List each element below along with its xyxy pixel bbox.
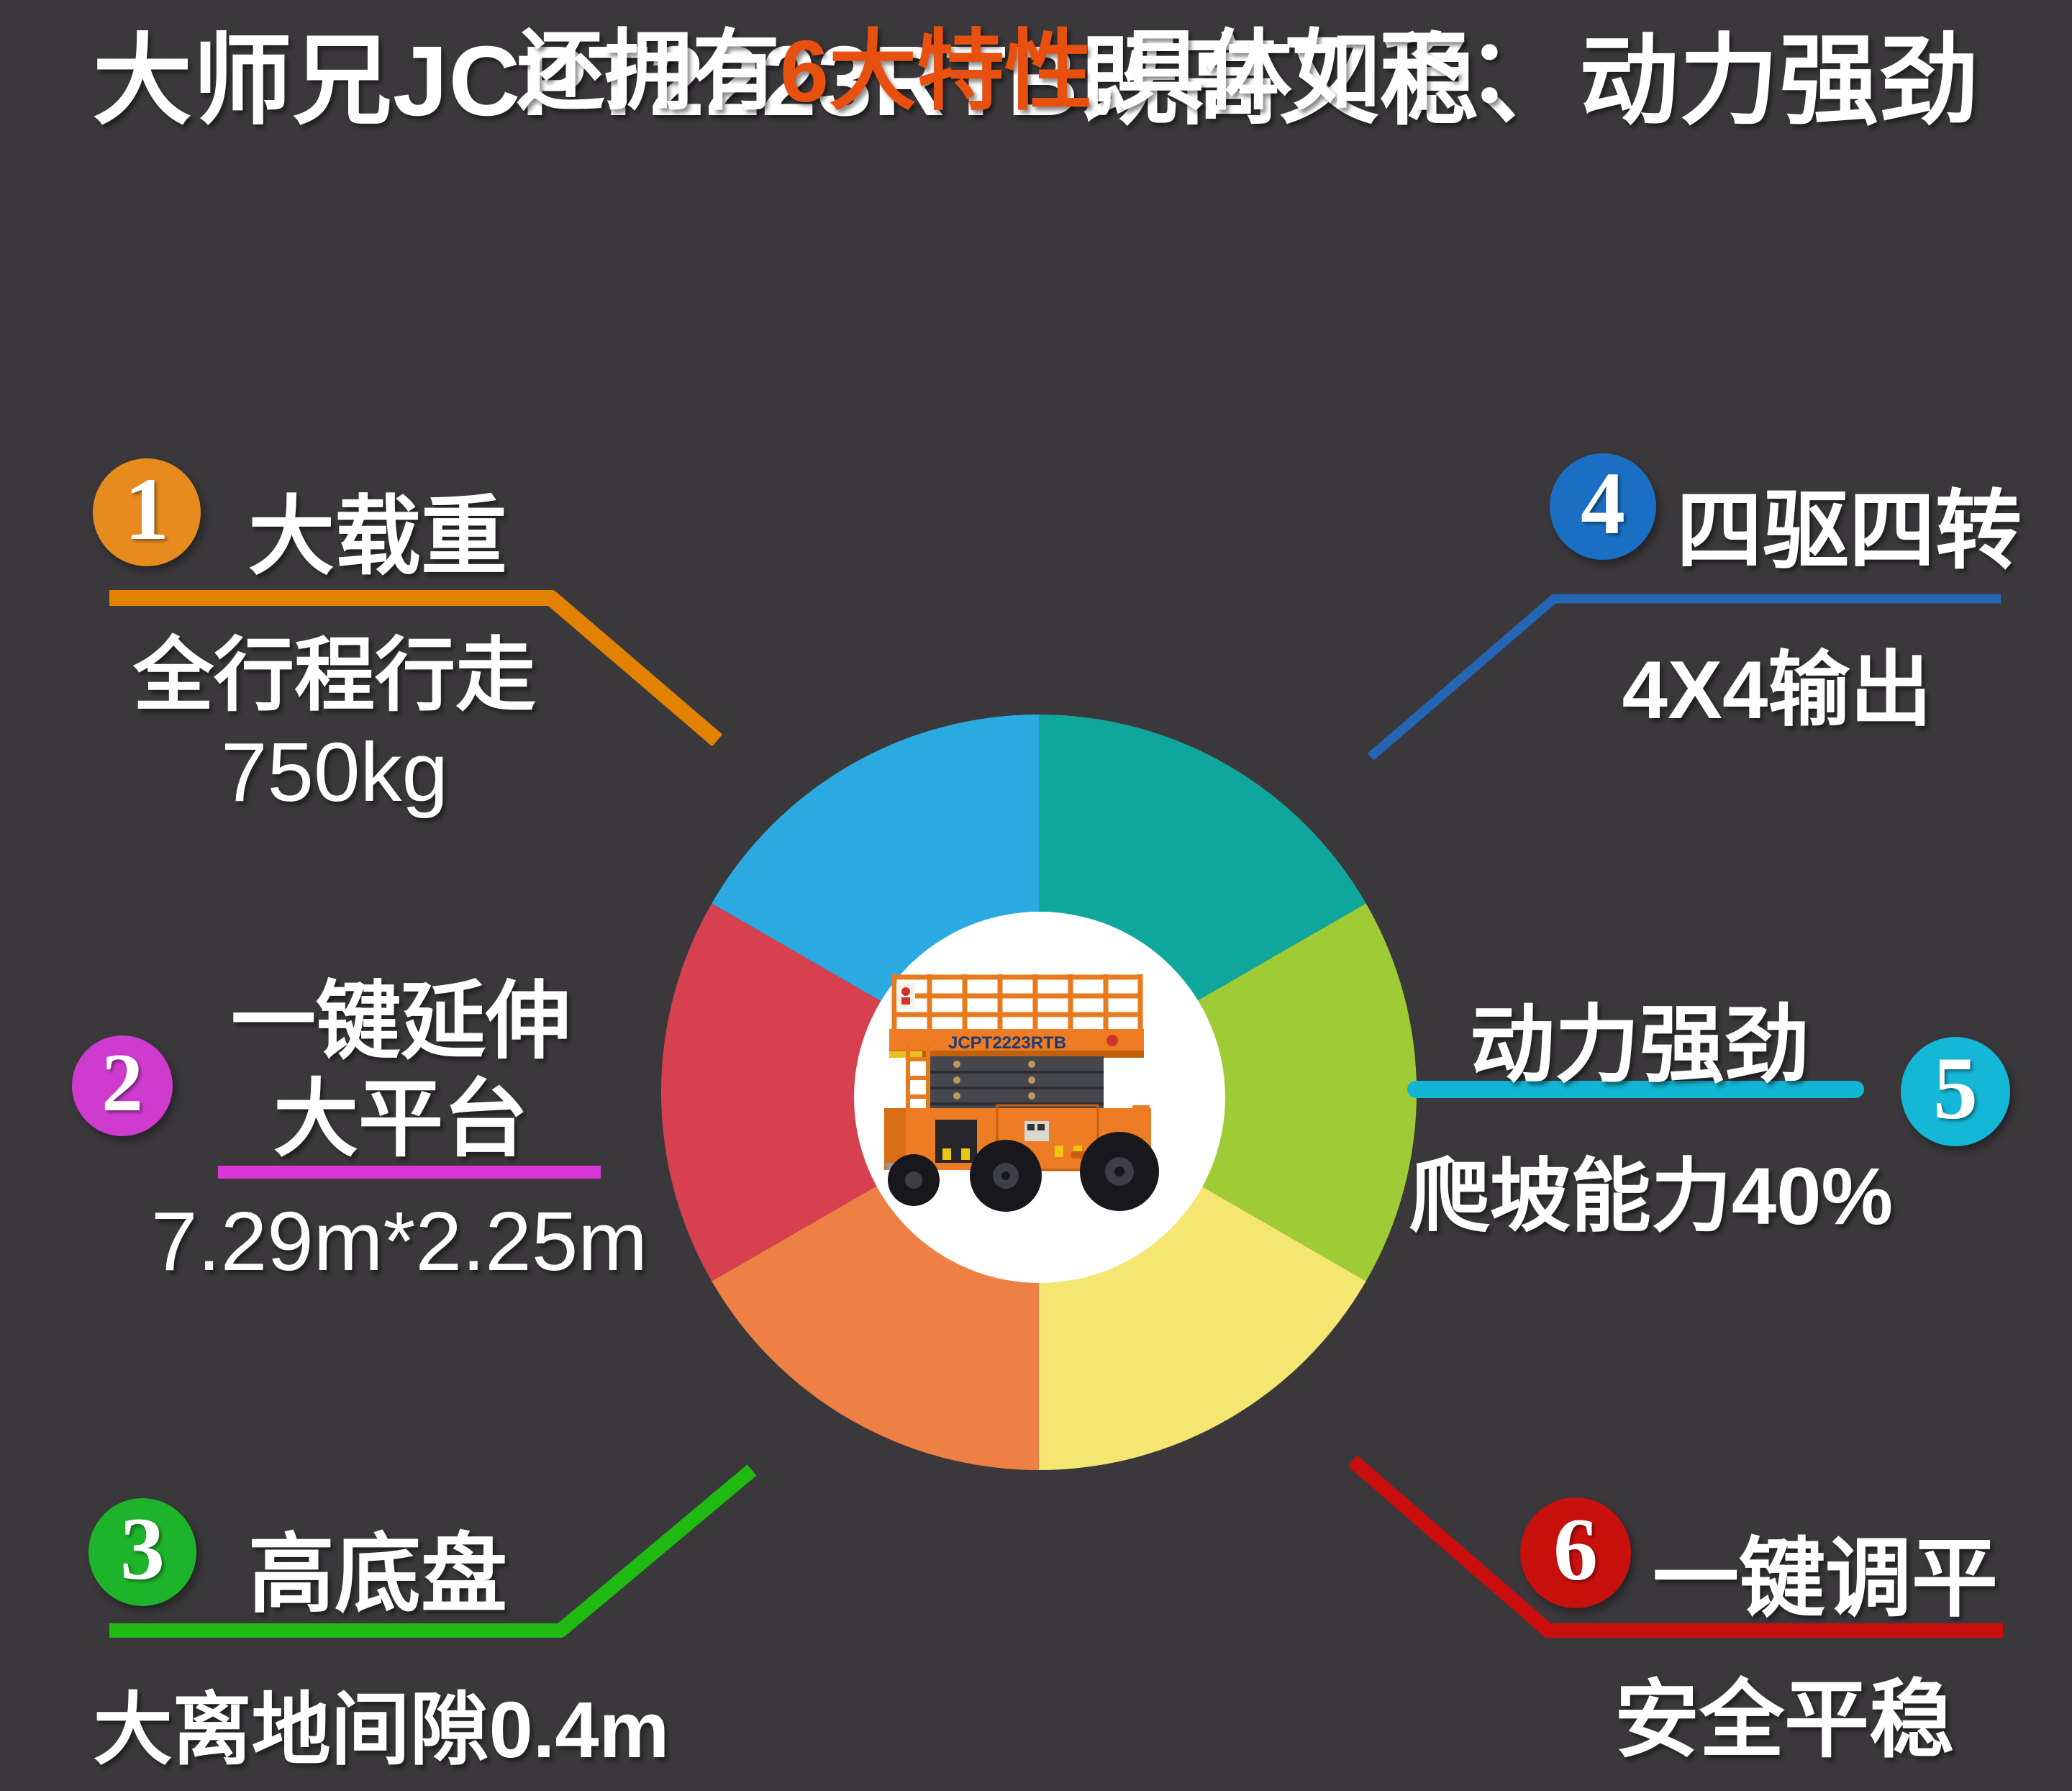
feature-3-label: 高底盘 xyxy=(248,1526,507,1623)
rail-sticker-mark2 xyxy=(901,997,910,1005)
connector-line-4 xyxy=(1367,594,2001,761)
machine-model-label: JCPT2223RTB xyxy=(948,1033,1066,1053)
scissor-slats xyxy=(928,1071,1104,1105)
feature-3-badge: 3 xyxy=(88,1498,196,1606)
connector-line-3 xyxy=(109,1464,757,1638)
platform-deck-lip xyxy=(889,1051,1144,1058)
feature-6-badge: 6 xyxy=(1520,1497,1631,1608)
feature-1-desc-line2: 750kg xyxy=(220,725,449,819)
sub-title-highlight: 6大特性 xyxy=(780,22,1092,120)
feature-2-badge: 2 xyxy=(72,1035,173,1136)
feature-3-number: 3 xyxy=(120,1500,165,1598)
feature-2-number: 2 xyxy=(101,1036,143,1129)
wheel-slice-green xyxy=(1039,903,1417,1282)
sub-title-suffix: ,具体如下： xyxy=(1091,22,1555,120)
connector-line-1 xyxy=(109,590,723,747)
panel-button-1 xyxy=(1027,1124,1035,1130)
feature-1-desc-line1: 全行程行走 xyxy=(133,630,536,720)
rail-sticker-mark xyxy=(901,987,910,996)
feature-5-desc: 爬坡能力40% xyxy=(1409,1151,1894,1241)
brand-logo-dot xyxy=(1107,1035,1118,1046)
feature-4-number: 4 xyxy=(1581,454,1625,553)
feature-4-badge: 4 xyxy=(1550,453,1656,560)
chassis-opening xyxy=(935,1120,977,1163)
feature-6-label: 一键调平 xyxy=(1653,1531,1998,1627)
feature-1-label: 大载重 xyxy=(248,489,507,585)
feature-2-label: 一键延伸 大平台 xyxy=(167,973,635,1169)
main-title: 大师兄JCPT2223RTB既高又稳、动力强劲 xyxy=(92,26,1980,137)
feature-3-desc: 大离地间隙0.4m xyxy=(93,1686,670,1774)
feature-6-desc: 安全平稳 xyxy=(1614,1673,1954,1768)
sub-title-prefix: 还拥有 xyxy=(517,22,781,120)
feature-4-desc: 4X4输出 xyxy=(1622,645,1932,736)
wheel-slice-red xyxy=(660,903,1039,1282)
connector-line-6 xyxy=(1348,1455,2003,1638)
panel-button-2 xyxy=(1037,1124,1045,1130)
feature-2-label-line1: 一键延伸 xyxy=(230,974,571,1069)
feature-4-label: 四驱四转 xyxy=(1676,483,2022,579)
feature-5-badge: 5 xyxy=(1901,1037,2010,1146)
engine-box xyxy=(996,1104,1099,1171)
feature-2-label-line2: 大平台 xyxy=(273,1072,528,1167)
feature-6-number: 6 xyxy=(1553,1500,1598,1599)
feature-1-number: 1 xyxy=(124,460,169,558)
feature-5-number: 5 xyxy=(1933,1039,1978,1138)
sub-title: 还拥有6大特性,具体如下： xyxy=(0,0,2072,127)
wheels xyxy=(888,1132,1159,1212)
scissor-lift-image: JCPT2223RTB xyxy=(884,974,1159,1212)
feature-5-label: 动力强劲 xyxy=(1469,998,1809,1093)
feature-1-desc: 全行程行走 750kg xyxy=(83,627,586,820)
platform-guardrail xyxy=(891,974,1143,1032)
feature-1-badge: 1 xyxy=(93,458,201,566)
feature-2-desc: 7.29m*2.25m xyxy=(151,1194,648,1288)
